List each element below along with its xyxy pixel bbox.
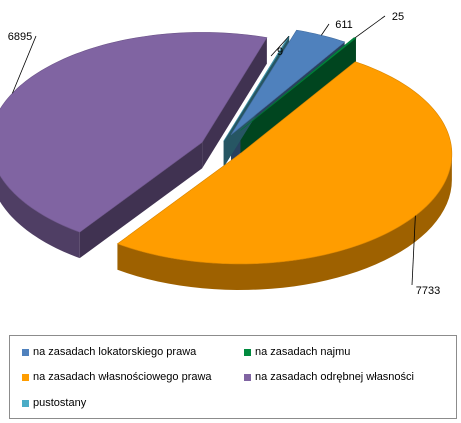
legend-label-lokatorskiego: na zasadach lokatorskiego prawa <box>33 346 197 358</box>
chart-legend: na zasadach lokatorskiego prawa na zasad… <box>9 335 457 419</box>
pie-chart: 611 25 7733 6895 9 <box>0 11 453 297</box>
legend-label-najmu: na zasadach najmu <box>255 346 351 358</box>
legend-swatch-najmu <box>244 348 251 356</box>
legend-label-wlasnosciowego: na zasadach własnościowego prawa <box>33 371 212 383</box>
pie-slice-edge-3-0 <box>0 175 80 259</box>
pie-slice-tops <box>0 29 453 265</box>
data-label-1: 25 <box>392 11 404 23</box>
legend-item-najmu: na zasadach najmu <box>244 346 350 358</box>
legend-item-pustostany: pustostany <box>22 397 86 409</box>
data-label-3: 6895 <box>8 31 32 43</box>
legend-swatch-wlasnosciowego <box>22 373 29 381</box>
pie-slice-2 <box>116 61 453 265</box>
data-label-0: 611 <box>335 19 353 31</box>
leader-lines <box>12 15 416 286</box>
pie-slice-wall-1-1 <box>240 38 356 157</box>
pie-slice-edge-2-0 <box>117 153 452 290</box>
pie-slice-wall-3-0 <box>79 142 203 259</box>
leader-line-1 <box>354 15 386 39</box>
pie-slice-wall-3-1 <box>202 37 267 169</box>
data-labels: 611 25 7733 6895 9 <box>8 11 440 297</box>
legend-swatch-odrebnej <box>244 373 251 381</box>
legend-swatch-pustostany <box>22 399 29 407</box>
legend-label-odrebnej: na zasadach odrębnej własności <box>255 371 414 383</box>
pie-slice-0 <box>230 29 346 136</box>
leader-line-0 <box>321 23 330 36</box>
legend-item-wlasnosciowego: na zasadach własnościowego prawa <box>22 371 212 383</box>
legend-item-odrebnej: na zasadach odrębnej własności <box>244 371 414 383</box>
leader-line-2 <box>411 215 416 286</box>
legend-label-pustostany: pustostany <box>33 397 87 409</box>
leader-line-4 <box>270 36 290 57</box>
legend-swatch-lokatorskiego <box>22 348 29 356</box>
data-label-4: 9 <box>277 46 283 58</box>
legend-item-lokatorskiego: na zasadach lokatorskiego prawa <box>22 346 196 358</box>
leader-line-3 <box>12 35 37 94</box>
pie-slice-3 <box>0 32 268 233</box>
data-label-2: 7733 <box>416 285 440 297</box>
